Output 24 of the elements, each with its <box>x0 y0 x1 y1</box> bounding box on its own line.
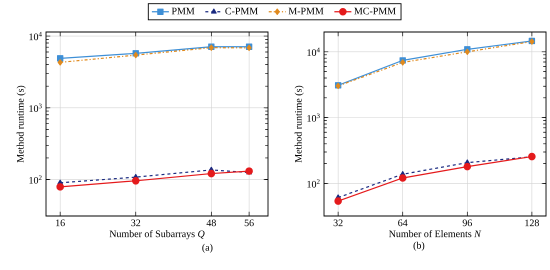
text: (b) <box>414 242 424 251</box>
x-tick-label: 48 <box>206 220 216 226</box>
y-tick-label: 10$^{3}$ <box>29 104 42 112</box>
y-tick-label: 10$^{4}$ <box>307 48 320 56</box>
legend-label: C-PMM <box>225 8 258 14</box>
x-tick-label: 32 <box>131 220 140 226</box>
x-tick-label: 64 <box>398 220 408 226</box>
y-tick-label: 10$^{3}$ <box>307 113 320 122</box>
y-tick-label: 10$^{2}$ <box>307 179 320 188</box>
legend-label: MC-PMM <box>354 8 396 14</box>
y-axis-title: Method runtime (s) <box>294 86 304 162</box>
y-tick-label: 10$^{2}$ <box>29 175 42 184</box>
x-tick-label: 96 <box>462 220 472 226</box>
legend-label: M-PMM <box>288 8 324 14</box>
x-tick-label: 56 <box>244 220 254 226</box>
text: (a) <box>202 244 212 253</box>
x-tick-label: 16 <box>56 220 65 226</box>
legend-label: PMM <box>172 8 194 14</box>
x-tick-label: 128 <box>525 220 539 226</box>
x-axis-title: Number of Subarrays Q <box>110 230 205 240</box>
x-axis-title: Number of Elements N <box>388 230 482 238</box>
y-tick-label: 10$^{4}$ <box>29 32 42 40</box>
y-axis-title: Method runtime (s) <box>16 86 26 162</box>
x-tick-label: 32 <box>334 220 343 226</box>
